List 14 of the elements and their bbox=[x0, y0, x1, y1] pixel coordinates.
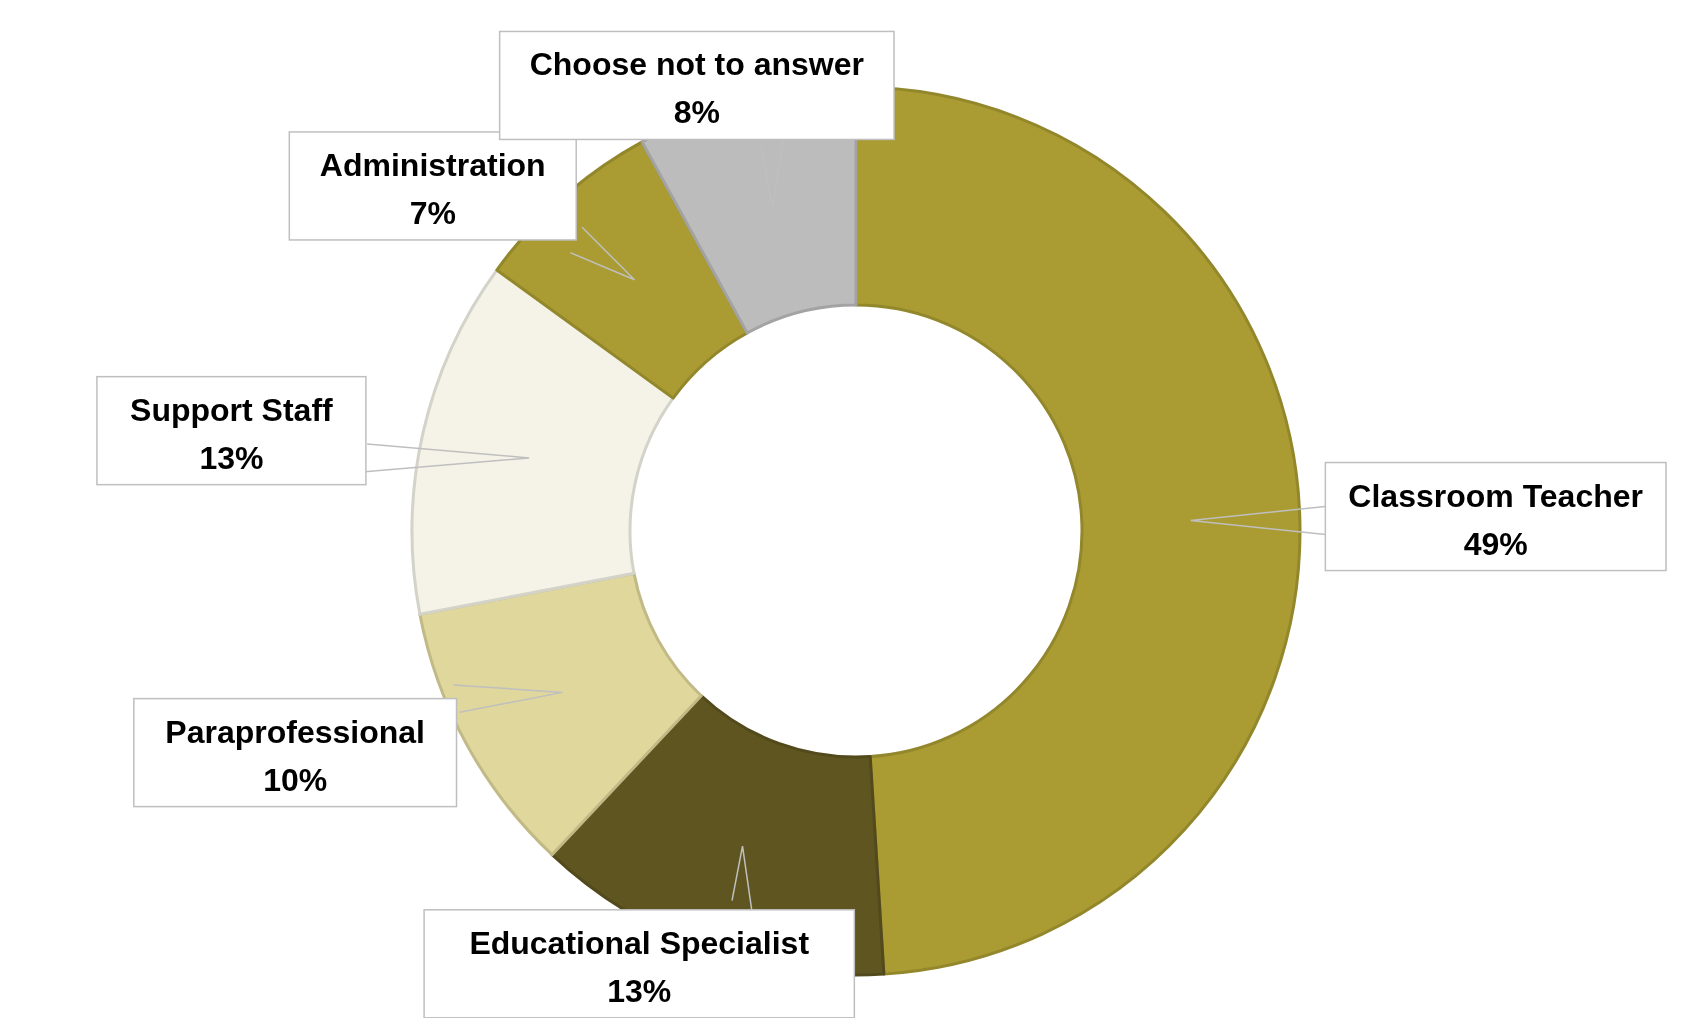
data-label: 10% bbox=[263, 761, 328, 798]
data-label: 49% bbox=[1463, 525, 1528, 562]
slice-label: Choose not to answer bbox=[529, 46, 864, 83]
slice-label: Support Staff bbox=[130, 391, 334, 428]
slice-label: Classroom Teacher bbox=[1348, 477, 1643, 514]
slice-label: Administration bbox=[319, 146, 546, 183]
donut-slice bbox=[410, 268, 675, 616]
data-label: 8% bbox=[673, 94, 720, 131]
slice-label: Paraprofessional bbox=[165, 713, 425, 750]
data-label: 13% bbox=[199, 439, 264, 476]
data-label: 7% bbox=[409, 194, 456, 231]
slice-label: Educational Specialist bbox=[469, 924, 810, 961]
donut-slice bbox=[854, 85, 1302, 976]
data-label: 13% bbox=[607, 972, 672, 1009]
